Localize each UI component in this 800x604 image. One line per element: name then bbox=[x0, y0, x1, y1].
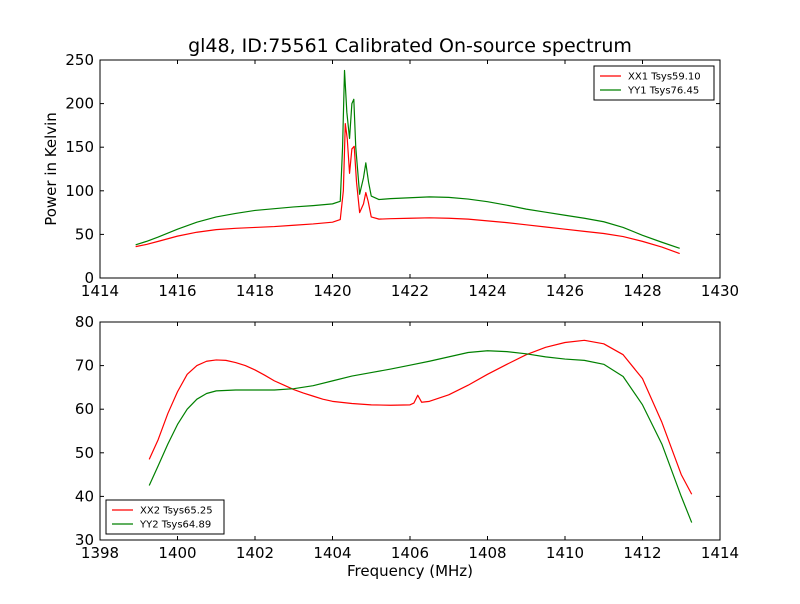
legend: XX2 Tsys65.25 YY2 Tsys64.89 bbox=[105, 499, 225, 535]
y-tick-label: 60 bbox=[75, 400, 94, 418]
series-line-2-2 bbox=[148, 350, 693, 523]
x-tick-label: 1406 bbox=[391, 544, 429, 562]
x-tick-label: 1430 bbox=[701, 282, 739, 300]
legend-label: XX2 Tsys65.25 bbox=[140, 506, 213, 517]
x-tick-label: 1426 bbox=[546, 282, 584, 300]
x-tick-label: 1400 bbox=[158, 544, 196, 562]
y-tick-label: 50 bbox=[75, 225, 94, 243]
x-tick-label: 1420 bbox=[313, 282, 351, 300]
y-tick-label: 0 bbox=[84, 269, 94, 287]
y-tick-label: 70 bbox=[75, 357, 94, 375]
legend-label: XX1 Tsys59.10 bbox=[628, 72, 701, 83]
legend-box bbox=[593, 65, 715, 101]
y-tick-label: 100 bbox=[65, 182, 94, 200]
x-tick-label: 1410 bbox=[546, 544, 584, 562]
y-tick-label: 80 bbox=[75, 313, 94, 331]
x-tick-label: 1404 bbox=[313, 544, 351, 562]
x-axis-label: Frequency (MHz) bbox=[347, 562, 473, 580]
chart-title: gl48, ID:75561 Calibrated On-source spec… bbox=[188, 35, 632, 57]
series-line-1-2 bbox=[135, 69, 680, 249]
y-tick-label: 150 bbox=[65, 138, 94, 156]
y-tick-label: 40 bbox=[75, 487, 94, 505]
y-tick-label: 50 bbox=[75, 444, 94, 462]
bottom-panel: 1398 1400 1402 1404 1406 1408 1410 1412 1414 30 40… bbox=[75, 313, 739, 562]
series-line-2-1 bbox=[148, 339, 693, 495]
y-tick-label: 250 bbox=[65, 51, 94, 69]
y-tick-label: 200 bbox=[65, 95, 94, 113]
x-tick-label: 1414 bbox=[701, 544, 739, 562]
x-tick-label: 1428 bbox=[623, 282, 661, 300]
x-tick-label: 1402 bbox=[236, 544, 274, 562]
legend-label: YY1 Tsys76.45 bbox=[627, 86, 699, 97]
x-tick-label: 1416 bbox=[158, 282, 196, 300]
x-tick-label: 1408 bbox=[468, 544, 506, 562]
y-tick-label: 30 bbox=[75, 531, 94, 549]
top-panel: 1414 1416 1418 1420 1422 1424 1426 1428 1430 0 50 1… bbox=[65, 51, 739, 300]
x-tick-label: 1398 bbox=[81, 544, 119, 562]
y-axis-label: Power in Kelvin bbox=[42, 112, 60, 226]
legend: XX1 Tsys59.10 YY1 Tsys76.45 bbox=[593, 65, 715, 101]
series-line-1-1 bbox=[135, 123, 680, 255]
x-tick-label: 1412 bbox=[623, 544, 661, 562]
x-tick-label: 1422 bbox=[391, 282, 429, 300]
x-tick-label: 1424 bbox=[468, 282, 506, 300]
x-tick-label: 1414 bbox=[81, 282, 119, 300]
legend-label: YY2 Tsys64.89 bbox=[139, 520, 211, 531]
legend-box bbox=[105, 499, 225, 535]
x-tick-label: 1418 bbox=[236, 282, 274, 300]
